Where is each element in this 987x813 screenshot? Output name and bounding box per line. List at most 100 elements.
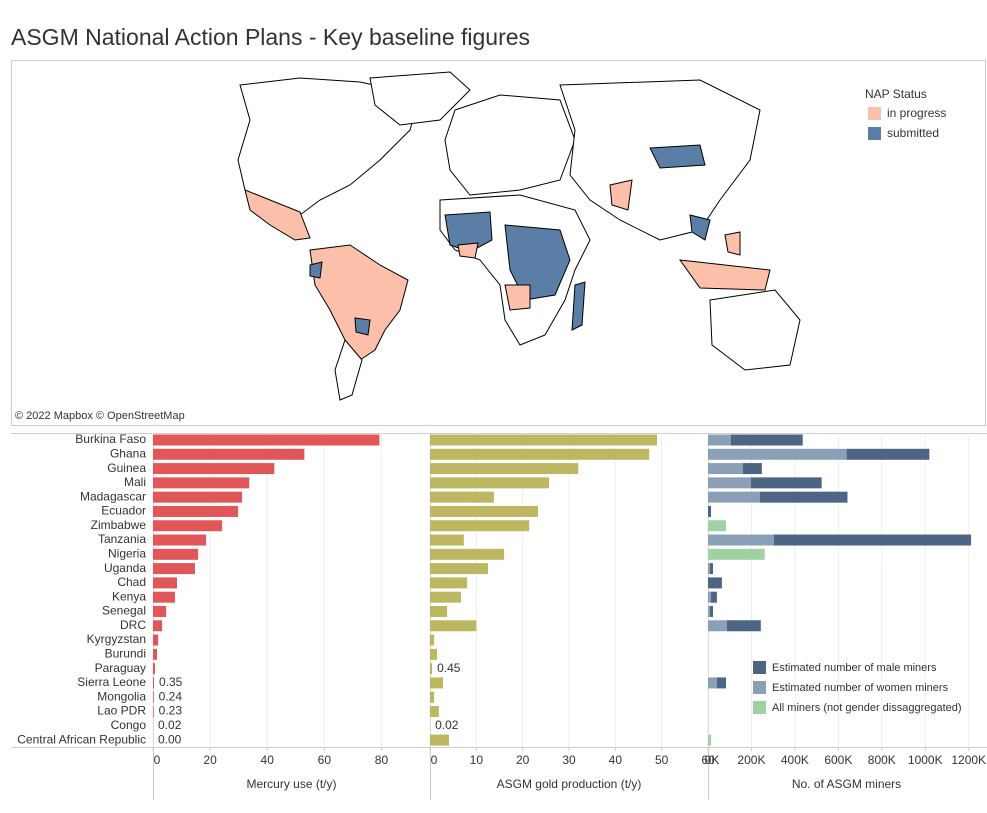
bar-segment	[708, 520, 726, 531]
legend-swatch	[753, 701, 766, 714]
category-label: Ecuador	[101, 504, 146, 518]
x-tick-label: 10	[470, 753, 484, 767]
bar-segment	[708, 492, 760, 503]
bar-segment	[717, 677, 726, 688]
category-label: DRC	[120, 618, 146, 632]
value-label: 0.35	[159, 675, 183, 689]
category-label: Chad	[117, 575, 146, 589]
bar	[430, 620, 476, 631]
legend-swatch	[753, 661, 766, 674]
bar-segment	[708, 506, 711, 517]
category-label: Senegal	[102, 604, 146, 618]
category-label: Kenya	[112, 589, 146, 603]
legend-swatch	[868, 107, 881, 120]
bar	[430, 649, 437, 660]
x-tick-label: 0	[154, 753, 161, 767]
legend-label: in progress	[887, 106, 946, 120]
bar-segment	[708, 477, 751, 488]
category-label: Burundi	[105, 647, 146, 661]
legend-swatch	[868, 127, 881, 140]
bar	[153, 477, 249, 488]
value-label: 0.23	[159, 704, 183, 718]
bar	[153, 706, 154, 717]
bar-segment	[710, 563, 713, 574]
bar-segment	[708, 549, 765, 560]
x-tick-label: 50	[655, 753, 669, 767]
x-axis-title: Mercury use (t/y)	[246, 777, 336, 791]
bar	[430, 577, 467, 588]
bar-segment	[727, 620, 761, 631]
bar	[430, 549, 504, 560]
category-label: Ghana	[110, 446, 146, 460]
x-tick-label: 200K	[737, 753, 765, 767]
bar	[153, 506, 238, 517]
dashboard-title: ASGM National Action Plans - Key baselin…	[11, 24, 530, 50]
bar-segment	[708, 677, 717, 688]
legend-swatch	[753, 681, 766, 694]
bar	[153, 535, 206, 546]
legend-label: All miners (not gender dissaggregated)	[772, 702, 962, 714]
x-tick-label: 1200K	[951, 753, 986, 767]
x-tick-label: 0K	[705, 753, 720, 767]
category-label: Guinea	[107, 461, 146, 475]
category-label: Kyrgyzstan	[87, 632, 146, 646]
category-label: Tanzania	[98, 532, 146, 546]
bar	[430, 706, 439, 717]
bar	[153, 592, 175, 603]
bar-segment	[708, 577, 722, 588]
legend-label: submitted	[887, 126, 939, 140]
bar	[430, 635, 434, 646]
value-label: 0.02	[158, 718, 182, 732]
map-attribution: © 2022 Mapbox © OpenStreetMap	[15, 410, 185, 422]
value-label: 0.45	[437, 661, 461, 675]
bar	[153, 463, 274, 474]
bar-segment	[760, 492, 848, 503]
bar	[430, 506, 538, 517]
category-label: Zimbabwe	[91, 518, 147, 532]
value-label: 0.00	[158, 732, 182, 746]
bar	[153, 663, 155, 674]
bar-segment	[708, 463, 743, 474]
bar	[430, 677, 443, 688]
x-tick-label: 20	[203, 753, 217, 767]
x-tick-label: 80	[375, 753, 389, 767]
bar	[153, 635, 158, 646]
bar	[153, 677, 154, 688]
x-tick-label: 60	[318, 753, 332, 767]
bar-segment	[774, 535, 971, 546]
bar	[153, 449, 304, 460]
legend-label: Estimated number of women miners	[772, 682, 949, 694]
bar	[430, 606, 447, 617]
category-label: Mongolia	[97, 689, 146, 703]
category-label: Congo	[111, 718, 147, 732]
x-axis-title: No. of ASGM miners	[792, 777, 901, 791]
x-tick-label: 40	[609, 753, 623, 767]
bar	[430, 520, 529, 531]
bar-segment	[847, 449, 930, 460]
bar	[430, 592, 461, 603]
x-axis-title: ASGM gold production (t/y)	[497, 777, 642, 791]
value-label: 0.24	[159, 689, 183, 703]
x-tick-label: 20	[516, 753, 530, 767]
bar	[153, 606, 166, 617]
category-label: Nigeria	[108, 546, 146, 560]
bar	[153, 692, 154, 703]
bar-segment	[708, 620, 727, 631]
category-label: Sierra Leone	[77, 675, 146, 689]
bar-segment	[708, 563, 710, 574]
map-legend-title: NAP Status	[865, 87, 927, 101]
bar-segment	[743, 463, 762, 474]
bar	[430, 492, 494, 503]
bar-segment	[710, 606, 713, 617]
bar-segment	[708, 592, 711, 603]
bar-segment	[751, 477, 822, 488]
category-label: Uganda	[104, 561, 146, 575]
bar	[153, 520, 222, 531]
category-label: Central African Republic	[17, 732, 146, 746]
bar	[153, 492, 242, 503]
bar	[430, 735, 449, 746]
bar	[430, 463, 578, 474]
category-label: Lao PDR	[97, 704, 146, 718]
